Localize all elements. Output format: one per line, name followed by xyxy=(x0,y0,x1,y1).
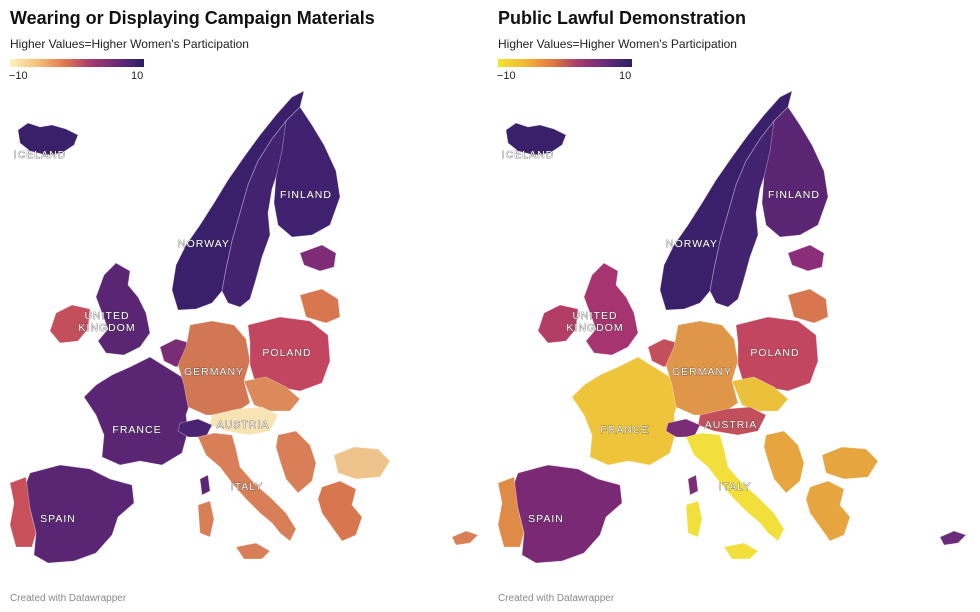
country-belarus[interactable] xyxy=(787,288,829,324)
country-france[interactable] xyxy=(571,356,681,466)
country-portugal[interactable] xyxy=(9,476,37,548)
credit-footer: Created with Datawrapper xyxy=(498,593,615,604)
country-label-finland: FINLAND xyxy=(768,189,820,201)
country-greece[interactable] xyxy=(317,480,363,542)
country-corsica[interactable] xyxy=(687,474,699,496)
country-label-austria: AUSTRIA xyxy=(705,419,758,431)
country-balkans[interactable] xyxy=(275,430,317,494)
country-uk[interactable] xyxy=(583,262,639,356)
legend-gradient xyxy=(498,59,632,67)
map-title: Wearing or Displaying Campaign Materials xyxy=(10,8,375,28)
map-title: Public Lawful Demonstration xyxy=(498,8,747,28)
country-label-uk_line2: KINGDOM xyxy=(566,322,623,334)
country-label-germany: GERMANY xyxy=(672,366,732,378)
country-italy[interactable] xyxy=(685,432,785,542)
country-sardinia[interactable] xyxy=(197,500,215,538)
credit-footer: Created with Datawrapper xyxy=(10,593,127,604)
country-italy[interactable] xyxy=(197,432,297,542)
country-iceland[interactable] xyxy=(17,122,79,156)
country-iceland[interactable] xyxy=(505,122,567,156)
country-czechia[interactable] xyxy=(731,376,789,412)
map-subtitle: Higher Values=Higher Women's Participati… xyxy=(498,37,737,51)
country-label-uk_line1: UNITED xyxy=(84,310,129,322)
country-poland[interactable] xyxy=(735,316,819,392)
country-finland[interactable] xyxy=(273,106,341,238)
country-bulgaria[interactable] xyxy=(333,446,391,480)
country-label-poland: POLAND xyxy=(750,347,799,359)
country-baltics[interactable] xyxy=(299,244,337,272)
country-austria[interactable] xyxy=(697,406,767,436)
country-label-iceland: ICELAND xyxy=(502,149,555,161)
country-sardinia[interactable] xyxy=(685,500,703,538)
country-label-norway: NORWAY xyxy=(666,238,718,250)
country-label-finland: FINLAND xyxy=(280,189,332,201)
country-label-austria: AUSTRIA xyxy=(217,419,270,431)
country-label-italy: ITALY xyxy=(231,481,264,493)
country-sicily[interactable] xyxy=(723,542,759,560)
country-sicily[interactable] xyxy=(235,542,271,560)
country-label-norway: NORWAY xyxy=(178,238,230,250)
country-baltics[interactable] xyxy=(787,244,825,272)
country-austria[interactable] xyxy=(209,406,279,436)
country-label-germany: GERMANY xyxy=(184,366,244,378)
country-norway[interactable] xyxy=(171,90,305,311)
country-corsica[interactable] xyxy=(199,474,211,496)
legend-max-label: 10 xyxy=(619,70,632,82)
country-greece[interactable] xyxy=(805,480,851,542)
country-poland[interactable] xyxy=(247,316,331,392)
map-panel-public-demonstration: Public Lawful Demonstration Higher Value… xyxy=(488,0,968,612)
map-subtitle: Higher Values=Higher Women's Participati… xyxy=(10,37,249,51)
country-label-iceland: ICELAND xyxy=(14,149,67,161)
legend-min-label: −10 xyxy=(497,70,516,82)
country-cyprus[interactable] xyxy=(939,530,967,546)
country-label-uk_line2: KINGDOM xyxy=(78,322,135,334)
country-ireland[interactable] xyxy=(49,304,91,344)
country-label-spain: SPAIN xyxy=(40,513,76,525)
country-cyprus[interactable] xyxy=(451,530,479,546)
country-label-france: FRANCE xyxy=(112,424,161,436)
country-bulgaria[interactable] xyxy=(821,446,879,480)
country-uk[interactable] xyxy=(95,262,151,356)
country-norway[interactable] xyxy=(659,90,793,311)
country-label-france: FRANCE xyxy=(600,424,649,436)
country-finland[interactable] xyxy=(761,106,829,238)
country-czechia[interactable] xyxy=(243,376,301,412)
country-label-spain: SPAIN xyxy=(528,513,564,525)
legend-max-label: 10 xyxy=(131,70,144,82)
legend-gradient xyxy=(10,59,144,67)
country-belarus[interactable] xyxy=(299,288,341,324)
legend-min-label: −10 xyxy=(9,70,28,82)
country-portugal[interactable] xyxy=(497,476,525,548)
country-label-italy: ITALY xyxy=(719,481,752,493)
country-label-poland: POLAND xyxy=(262,347,311,359)
map-panel-campaign-materials: Wearing or Displaying Campaign Materials… xyxy=(0,0,480,612)
country-ireland[interactable] xyxy=(537,304,579,344)
country-label-uk_line1: UNITED xyxy=(572,310,617,322)
country-balkans[interactable] xyxy=(763,430,805,494)
country-france[interactable] xyxy=(83,356,193,466)
